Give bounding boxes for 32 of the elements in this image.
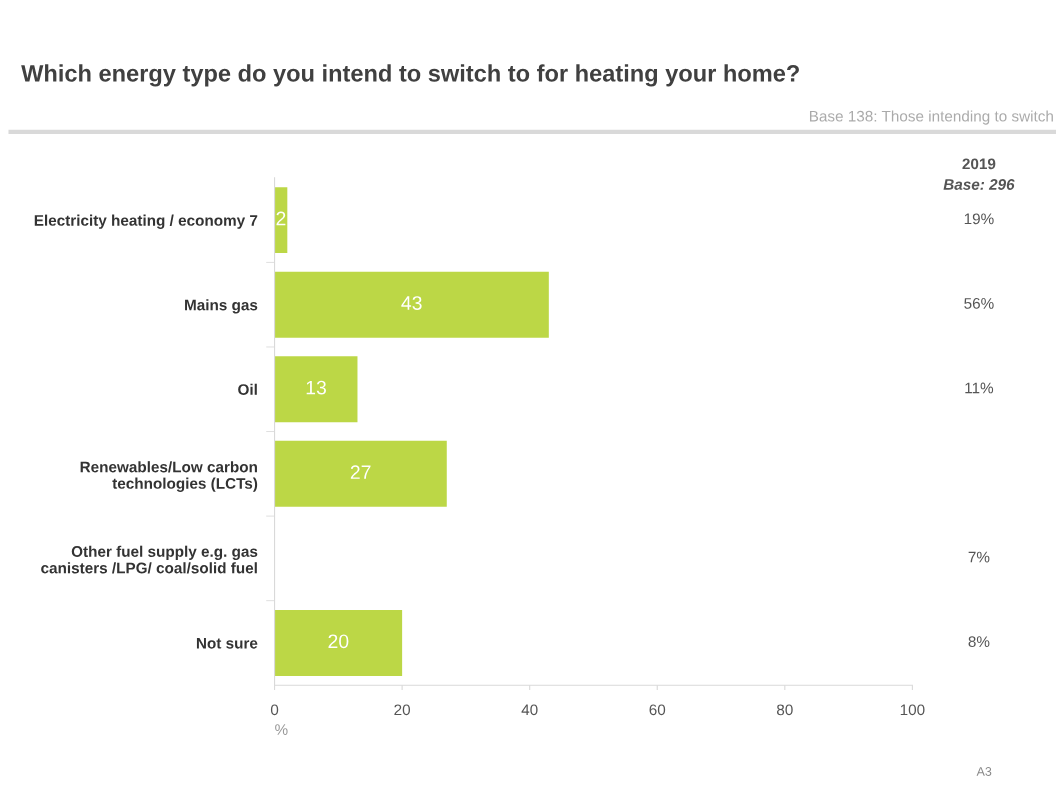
y-tick-label: Electricity heating / economy 7 xyxy=(34,214,258,229)
bar xyxy=(274,440,447,507)
chart-subtitle: Base 138: Those intending to switch xyxy=(809,110,1053,125)
y-tick-label: Oil xyxy=(238,383,257,395)
text: 8% xyxy=(968,636,990,648)
data-label: 13 xyxy=(306,380,326,395)
x-tick-label: 60 xyxy=(649,704,666,716)
data-label: 2 xyxy=(276,211,286,226)
x-axis-title: % xyxy=(275,724,288,735)
text: Base: 296 xyxy=(943,179,1015,190)
text: 56% xyxy=(964,297,994,309)
y-tick-label: Mains gas xyxy=(185,299,258,314)
data-label: 27 xyxy=(350,465,371,479)
data-label: 20 xyxy=(328,634,349,649)
text: 19% xyxy=(964,213,994,225)
text: A3 xyxy=(976,767,992,776)
x-tick-label: 0 xyxy=(270,704,279,716)
x-tick-label: 20 xyxy=(394,704,411,716)
x-tick-label: 40 xyxy=(521,704,538,716)
y-tick-label: Not sure xyxy=(196,637,258,649)
text: 7% xyxy=(968,551,990,563)
x-tick-label: 100 xyxy=(900,704,925,716)
bar xyxy=(274,356,358,423)
y-tick-label: Renewables/Low carbon technologies (LCTs) xyxy=(80,461,258,492)
text: 11% xyxy=(965,382,994,394)
bar xyxy=(274,271,549,338)
bar xyxy=(274,609,403,676)
x-tick-label: 80 xyxy=(776,704,793,716)
chart-title: Which energy type do you intend to switch to for heating your home? xyxy=(21,64,799,87)
data-label: 43 xyxy=(401,296,422,310)
y-tick-label: Other fuel supply e.g. gas canisters /LPG/ coal/solid fuel xyxy=(41,545,258,574)
text: 2019 xyxy=(962,158,996,170)
